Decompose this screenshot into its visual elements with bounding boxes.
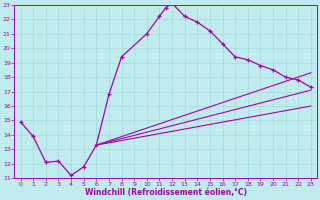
X-axis label: Windchill (Refroidissement éolien,°C): Windchill (Refroidissement éolien,°C) [85,188,247,197]
